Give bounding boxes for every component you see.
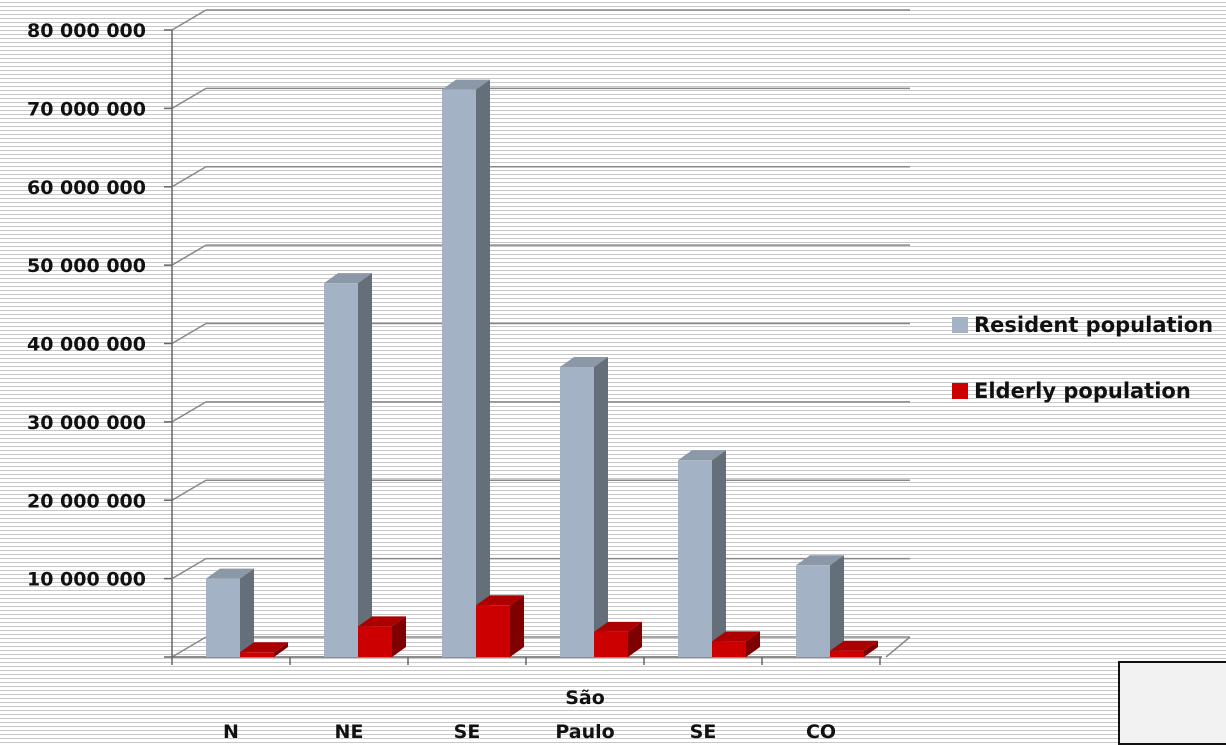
bar-resident-side (594, 357, 608, 657)
bar-resident-side (240, 568, 254, 657)
bar-elderly (712, 631, 760, 657)
bar-resident-top (678, 450, 726, 461)
y-tick-label: 10 000 000 (27, 569, 146, 591)
bar-elderly-side (392, 616, 406, 657)
axes (164, 29, 911, 665)
legend-item-elderly: Elderly population (952, 376, 1213, 406)
gridline-diagonal (171, 557, 207, 580)
bar-resident-side (830, 555, 844, 657)
bar-resident (796, 555, 844, 657)
bar-resident-top (324, 273, 372, 284)
gridline-diagonal (171, 322, 207, 345)
bar-elderly-top (712, 631, 760, 642)
bar-elderly-side (746, 631, 760, 657)
bar-elderly-front (240, 652, 274, 657)
bar-resident (324, 273, 372, 657)
bar-resident (206, 568, 254, 657)
bar-resident-side (358, 273, 372, 657)
y-tick-label: 70 000 000 (27, 98, 146, 120)
gridline-diagonal (171, 87, 207, 110)
bar-elderly-front (476, 605, 510, 657)
bar-resident-front (796, 565, 830, 657)
gridline-diagonal (171, 166, 207, 188)
bars (206, 79, 878, 657)
x-category-label: São (565, 687, 605, 709)
bar-resident-top (442, 79, 490, 90)
x-category-label: Paulo (555, 721, 614, 743)
bar-elderly (476, 595, 524, 657)
bar-elderly-top (476, 595, 524, 606)
bar-elderly-front (358, 626, 392, 657)
y-tick-label: 20 000 000 (27, 490, 146, 512)
bar-elderly-side (274, 642, 288, 657)
bar-elderly (358, 616, 406, 657)
legend: Resident population Elderly population (952, 310, 1213, 442)
gridline-diagonal (171, 401, 207, 423)
x-category-label: SE (690, 721, 717, 743)
bar-elderly-side (510, 595, 524, 657)
floor-right-diagonal (885, 636, 911, 658)
gridline-diagonal (171, 9, 207, 31)
y-tick-label: 30 000 000 (27, 412, 146, 434)
legend-label-resident: Resident population (974, 313, 1214, 337)
legend-label-elderly: Elderly population (974, 379, 1191, 403)
bar-elderly-top (240, 642, 288, 653)
bar-elderly-side (628, 621, 642, 657)
gridlines (171, 9, 910, 580)
bar-resident-front (678, 460, 712, 657)
gridline-diagonal (171, 244, 207, 266)
bar-resident-front (560, 367, 594, 657)
gridline-diagonal (171, 479, 207, 501)
bar-resident-top (206, 568, 254, 579)
bar-elderly (830, 640, 878, 657)
legend-swatch-elderly (952, 383, 968, 399)
bar-resident-front (442, 89, 476, 657)
y-tick-label: 50 000 000 (27, 255, 146, 277)
bar-resident-top (560, 357, 608, 368)
bar-elderly (240, 642, 288, 657)
x-category-label: CO (806, 721, 836, 743)
x-category-label: N (223, 721, 239, 743)
x-axis-categories: N NE SE São Paulo SE CO (223, 687, 836, 743)
bar-resident (560, 357, 608, 657)
empty-box (1118, 661, 1226, 745)
y-tick-label: 60 000 000 (27, 177, 146, 199)
bar-elderly-top (358, 616, 406, 627)
bar-resident (442, 79, 490, 657)
legend-swatch-resident (952, 317, 968, 333)
y-tick-label: 80 000 000 (27, 20, 146, 42)
bar-resident (678, 450, 726, 657)
y-tick-label: 40 000 000 (27, 334, 146, 356)
y-axis-ticks: 10 000 000 20 000 000 30 000 000 40 000 000… (27, 20, 146, 591)
bar-elderly-top (594, 621, 642, 632)
bar-elderly-front (712, 641, 746, 657)
bar-elderly (594, 621, 642, 657)
x-category-label: NE (335, 721, 364, 743)
bar-resident-front (324, 283, 358, 657)
bar-elderly-side (864, 640, 878, 657)
bar-resident-side (476, 79, 490, 657)
floor-diagonal (171, 636, 207, 658)
bar-resident-top (796, 555, 844, 566)
bar-elderly-front (594, 631, 628, 657)
bar-elderly-front (830, 650, 864, 657)
x-category-label: SE (454, 721, 481, 743)
bar-resident-front (206, 578, 240, 657)
bar-elderly-top (830, 640, 878, 651)
legend-item-resident: Resident population (952, 310, 1213, 340)
bar-resident-side (712, 450, 726, 657)
